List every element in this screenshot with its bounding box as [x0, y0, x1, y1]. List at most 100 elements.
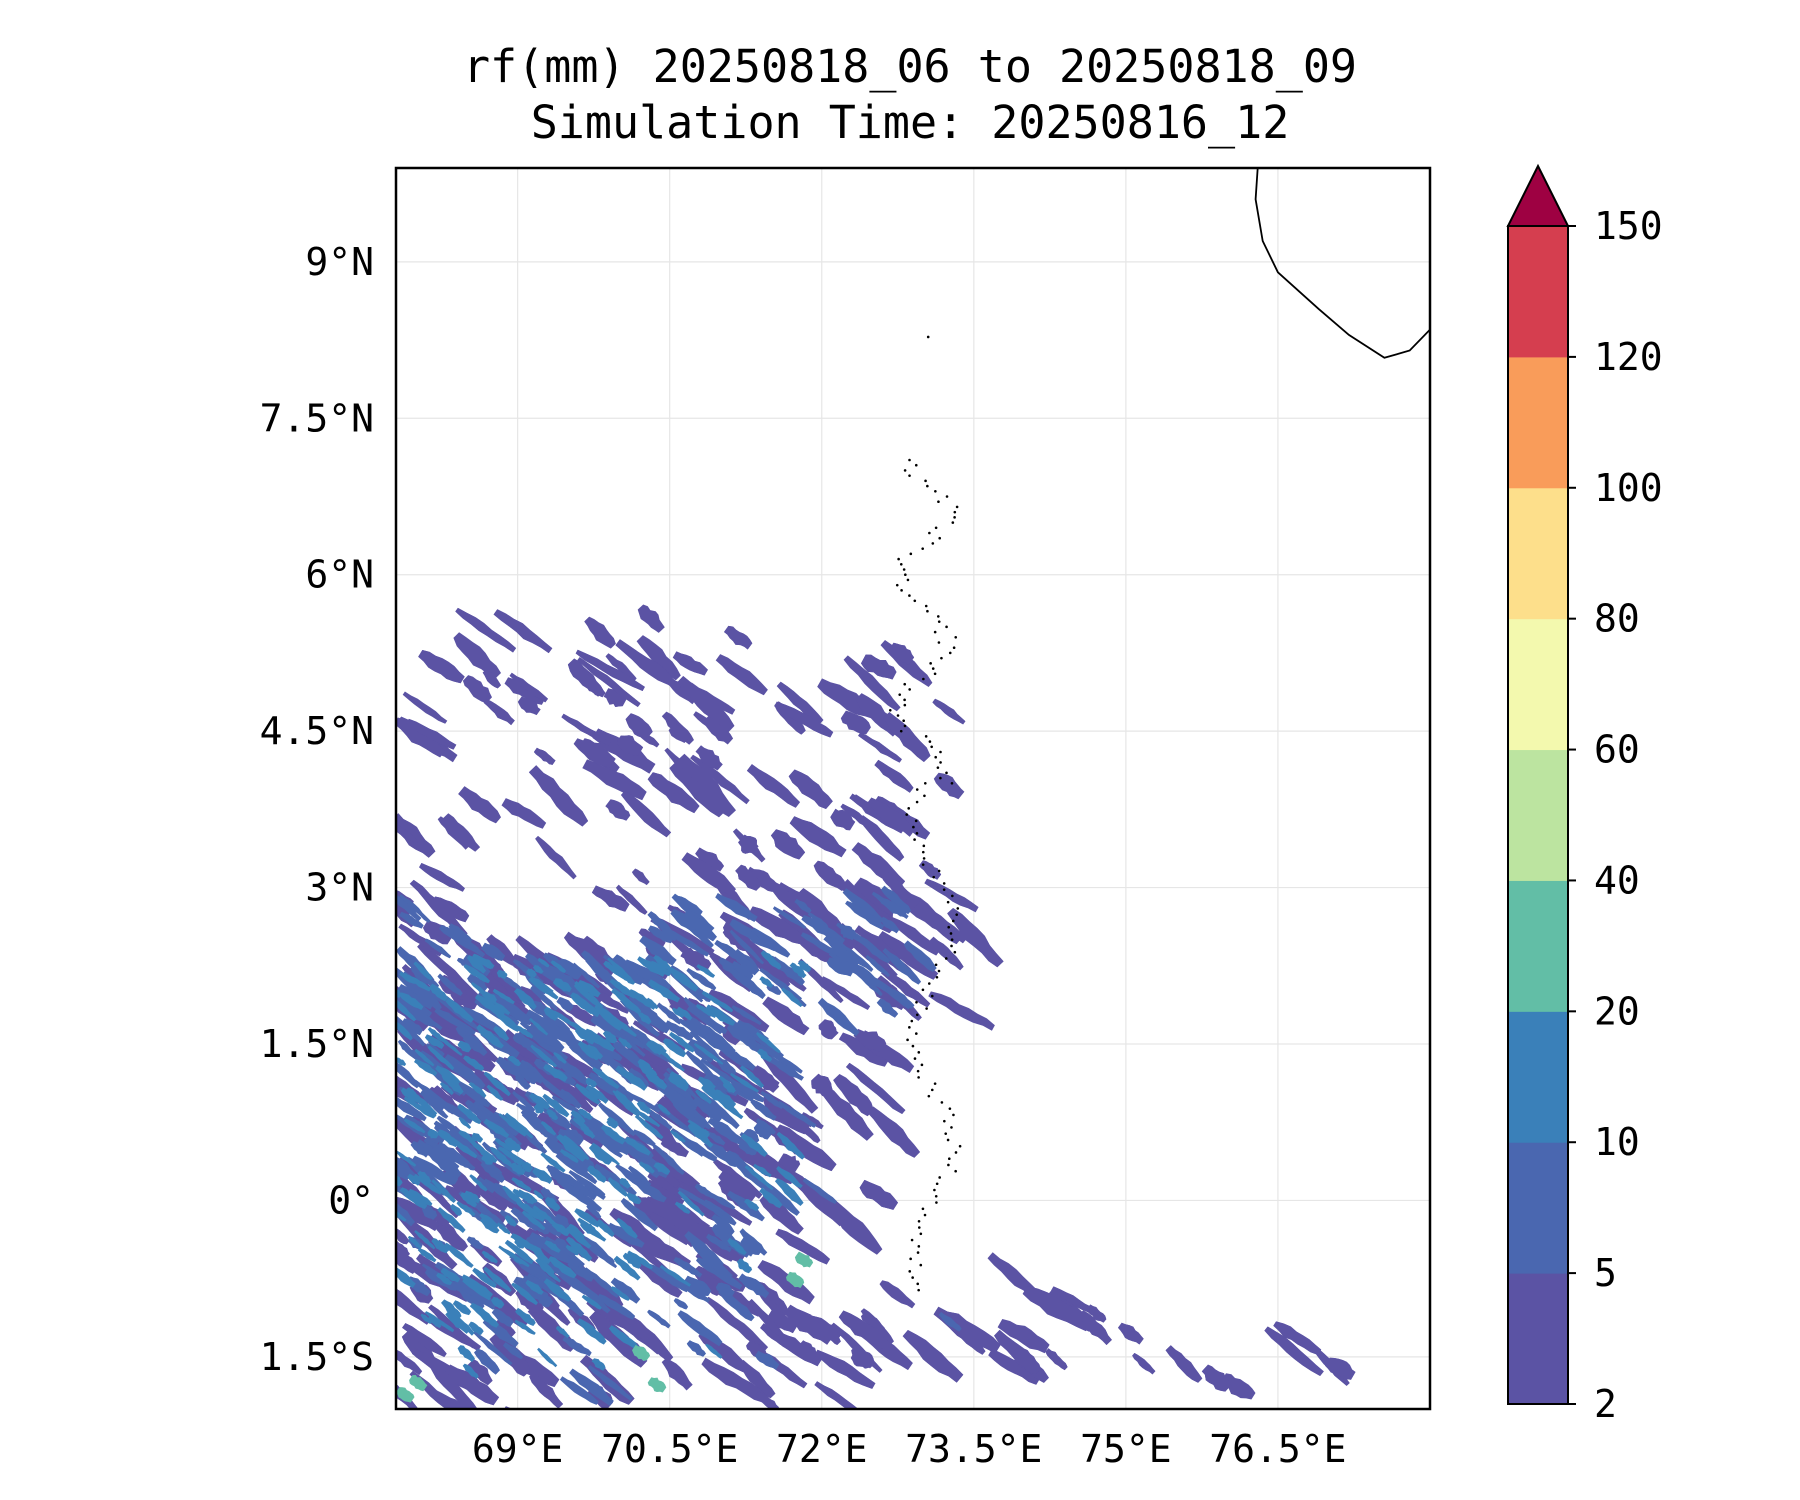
rain-cell	[616, 735, 644, 756]
rain-cell	[396, 1387, 415, 1403]
rain-cell	[406, 974, 431, 992]
island	[926, 335, 930, 339]
rain-cell	[468, 1082, 487, 1098]
island	[945, 495, 949, 498]
rain-cell	[552, 978, 572, 993]
rain-cell	[530, 985, 558, 1011]
rain-cell	[877, 931, 939, 980]
island	[911, 1044, 915, 1048]
rain-cell	[544, 1220, 563, 1237]
rain-cell	[647, 772, 700, 814]
rain-cell	[435, 1065, 461, 1086]
rain-cell	[396, 1349, 423, 1376]
rain-cell	[632, 1344, 651, 1361]
rain-cell	[547, 1262, 588, 1295]
rain-cell	[662, 1038, 687, 1058]
rain-cell	[514, 1024, 532, 1038]
rain-cell	[674, 895, 703, 916]
rain-cell	[649, 1146, 677, 1175]
island	[938, 536, 942, 540]
island	[926, 484, 929, 488]
rain-cell	[716, 1282, 735, 1298]
rain-cell	[568, 1170, 606, 1197]
rain-cell	[690, 754, 750, 805]
rain-cell	[757, 1260, 815, 1305]
rain-cell	[509, 1153, 523, 1166]
rain-cell	[524, 1297, 544, 1315]
rain-cell	[516, 1102, 538, 1118]
rain-cell	[548, 1256, 577, 1279]
rain-cell	[889, 917, 941, 956]
rain-cell	[517, 696, 541, 716]
island	[939, 761, 942, 764]
rain-cell	[557, 958, 582, 980]
rain-cell	[396, 1241, 410, 1261]
rain-cell	[482, 669, 501, 689]
island	[933, 672, 937, 676]
rain-cell	[784, 1304, 834, 1345]
rain-cell	[396, 716, 445, 758]
rain-cell	[902, 1330, 964, 1383]
rain-cell	[546, 1109, 559, 1121]
rain-cell	[455, 607, 517, 653]
island	[950, 938, 954, 942]
rain-cell	[830, 1322, 883, 1373]
rain-cell	[419, 863, 465, 892]
rain-cell	[686, 968, 717, 991]
island	[920, 1063, 924, 1067]
rain-cell	[628, 1025, 654, 1048]
island	[936, 766, 940, 769]
rain-cell	[406, 718, 457, 750]
island	[950, 1126, 953, 1129]
rain-cell	[529, 1092, 550, 1110]
island	[924, 781, 927, 785]
rain-cell	[533, 1103, 545, 1114]
rain-cell	[838, 1310, 889, 1349]
rain-cell	[625, 713, 653, 739]
rain-cell	[760, 950, 782, 970]
rain-cell	[396, 1150, 417, 1167]
rain-cell	[705, 1343, 723, 1359]
rain-cell	[574, 1083, 601, 1105]
rain-cell	[398, 923, 442, 957]
island	[915, 788, 919, 791]
island	[934, 1194, 938, 1198]
rain-cell	[882, 948, 922, 985]
rain-cell	[532, 1027, 561, 1048]
rain-cell	[635, 1006, 671, 1034]
island	[922, 844, 926, 848]
rain-cell	[702, 716, 734, 745]
island	[950, 781, 954, 785]
rain-cell	[580, 1124, 596, 1139]
island	[935, 1182, 939, 1186]
rain-cell	[525, 1009, 573, 1044]
rain-cell	[496, 1222, 511, 1235]
rain-cell	[427, 1316, 442, 1329]
rain-cell	[707, 1117, 746, 1146]
island	[902, 719, 905, 723]
rain-cell	[637, 956, 666, 977]
rain-cell	[729, 918, 778, 952]
rain-cell	[462, 675, 492, 704]
rain-cell	[858, 732, 902, 763]
lat-tick-label: 9°N	[305, 240, 374, 284]
rain-cell	[581, 1294, 602, 1310]
rain-cell	[695, 847, 724, 872]
colorbar-segment	[1508, 1142, 1568, 1274]
island	[921, 547, 924, 550]
rain-cell	[656, 1002, 682, 1025]
rain-cell	[840, 710, 871, 735]
rain-cell	[607, 1177, 628, 1197]
rain-cell	[861, 1312, 886, 1338]
rain-cell	[584, 616, 616, 649]
rain-cell	[696, 1257, 743, 1290]
rain-cell	[704, 1140, 739, 1168]
island	[921, 863, 925, 866]
colorbar-label: 150	[1594, 204, 1663, 248]
rain-cell	[452, 1300, 472, 1316]
rain-cell	[616, 1217, 638, 1239]
rain-cell	[1132, 1353, 1156, 1375]
rain-cell	[555, 1153, 598, 1185]
island	[913, 1057, 917, 1060]
